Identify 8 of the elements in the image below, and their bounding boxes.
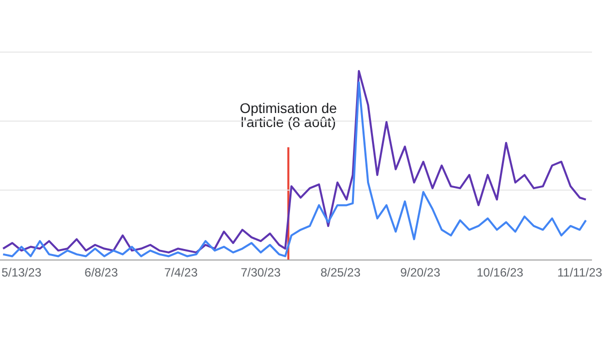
x-tick-label: 6/8/23 [84, 266, 118, 280]
x-tick-label: 8/25/23 [320, 266, 361, 280]
x-tick-label: 7/4/23 [164, 266, 198, 280]
x-tick-label: 11/11/23 [557, 266, 603, 280]
x-tick-label: 10/16/23 [476, 266, 524, 280]
x-tick-label: 7/30/23 [240, 266, 282, 280]
x-tick-label: 5/13/23 [1, 266, 42, 280]
x-tick-label: 9/20/23 [400, 266, 441, 280]
